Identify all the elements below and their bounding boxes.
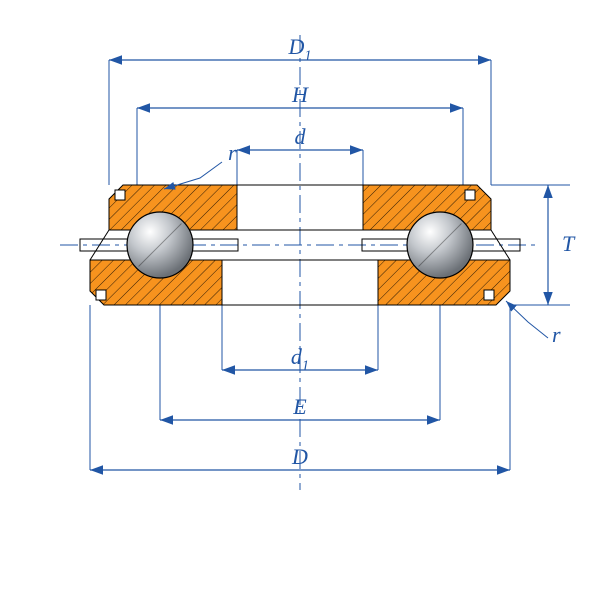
label-d: d: [295, 124, 307, 149]
label-D: D: [291, 444, 308, 469]
bearing-diagram: D1Hdd1EDTrr: [0, 0, 600, 600]
label-r-bot: r: [552, 322, 561, 347]
label-E: E: [292, 394, 307, 419]
relief-notch: [96, 290, 106, 300]
leader-r-bot: [506, 301, 548, 338]
relief-notch: [115, 190, 125, 200]
relief-notch: [465, 190, 475, 200]
label-T: T: [562, 231, 576, 256]
relief-notch: [484, 290, 494, 300]
label-H: H: [291, 82, 309, 107]
label-r-top: r: [228, 140, 237, 165]
